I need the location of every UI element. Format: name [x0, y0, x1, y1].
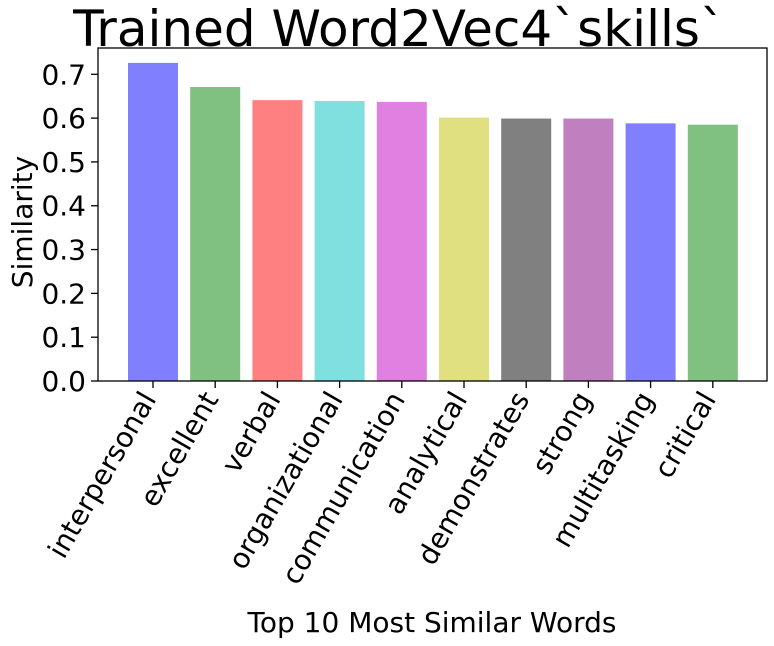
- plot-area: 0.00.10.20.30.40.50.60.7interpersonalexc…: [41, 47, 768, 590]
- bar-demonstrates: [501, 118, 552, 381]
- y-tick-label: 0.7: [41, 58, 86, 91]
- bar-interpersonal: [128, 62, 178, 381]
- bar-strong: [563, 118, 614, 381]
- bar-critical: [687, 124, 738, 381]
- y-tick-label: 0.5: [41, 146, 86, 179]
- bar-excellent: [190, 86, 241, 381]
- y-axis-label: Similarity: [6, 156, 39, 288]
- x-axis-label: Top 10 Most Similar Words: [247, 606, 617, 639]
- chart-title: Trained Word2Vec4`skills`: [72, 0, 725, 58]
- x-tick-label-critical: critical: [647, 386, 722, 484]
- y-tick-label: 0.3: [41, 234, 86, 267]
- bar-analytical: [439, 117, 489, 381]
- y-tick-label: 0.4: [41, 190, 86, 223]
- bar-multitasking: [625, 123, 676, 381]
- bar-verbal: [252, 100, 303, 381]
- bar-communication: [376, 101, 427, 381]
- y-tick-label: 0.2: [41, 277, 86, 310]
- y-tick-label: 0.1: [41, 321, 86, 354]
- axes-frame: [97, 47, 768, 382]
- y-tick-label: 0.0: [41, 365, 86, 398]
- y-tick-label: 0.6: [41, 102, 86, 135]
- bar-organizational: [314, 101, 365, 382]
